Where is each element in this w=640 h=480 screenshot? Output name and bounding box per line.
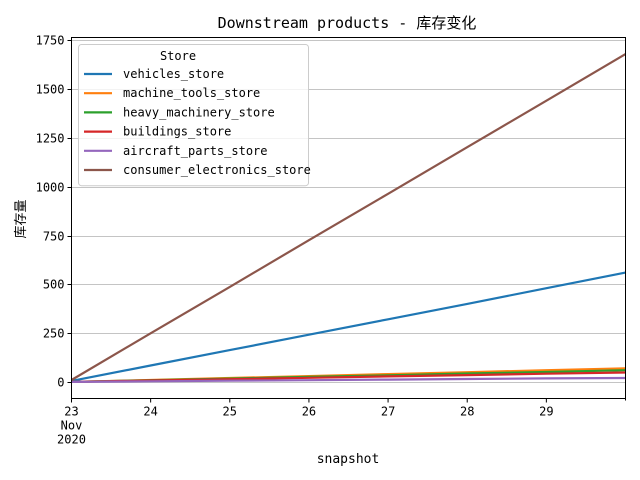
legend-box <box>78 44 309 187</box>
legend-title: Store <box>160 49 196 63</box>
x-tick-label: 27 <box>381 405 395 419</box>
x-tick-year: 2020 <box>57 433 86 447</box>
y-tick-label: 750 <box>43 230 65 244</box>
x-tick-label: 24 <box>143 405 157 419</box>
y-axis-label: 库存量 <box>13 199 29 238</box>
x-tick-month: Nov <box>61 419 83 433</box>
series-line-aircraft_parts_store <box>71 376 626 383</box>
legend: Store vehicles_store machine_tools_storehe… <box>78 44 311 187</box>
x-tick-label: 26 <box>302 405 316 419</box>
y-tick-label: 0 <box>57 376 64 390</box>
legend-label-buildings_store: buildings_store <box>123 125 231 139</box>
x-tick-label: 23 <box>64 405 78 419</box>
legend-label-heavy_machinery_store: heavy_machinery_store <box>123 105 275 119</box>
y-tick-label: 1000 <box>36 181 65 195</box>
y-tick-label: 1250 <box>36 132 65 146</box>
legend-label-machine_tools_store: machine_tools_store <box>123 86 260 100</box>
y-tick-label: 1500 <box>36 83 65 97</box>
series-line-vehicles_store <box>71 271 626 382</box>
x-tick-label: 29 <box>539 405 553 419</box>
series-line-consumer_electronics_store <box>70 53 627 381</box>
series-lines <box>70 53 627 383</box>
y-tick-label: 250 <box>43 327 65 341</box>
legend-label-consumer_electronics_store: consumer_electronics_store <box>123 163 311 177</box>
y-axis: 0 250 500 750 1000 1250 1500 1750 <box>36 34 72 390</box>
x-axis-label: snapshot <box>317 452 380 467</box>
legend-label-vehicles_store: vehicles_store <box>123 67 224 81</box>
y-tick-label: 1750 <box>36 34 65 48</box>
chart-title: Downstream products - 库存变化 <box>218 14 477 32</box>
plot-frame <box>71 37 626 399</box>
legend-label-aircraft_parts_store: aircraft_parts_store <box>123 144 268 158</box>
x-tick-label: 28 <box>460 405 474 419</box>
x-tick-label: 25 <box>223 405 237 419</box>
y-tick-label: 500 <box>43 278 65 292</box>
